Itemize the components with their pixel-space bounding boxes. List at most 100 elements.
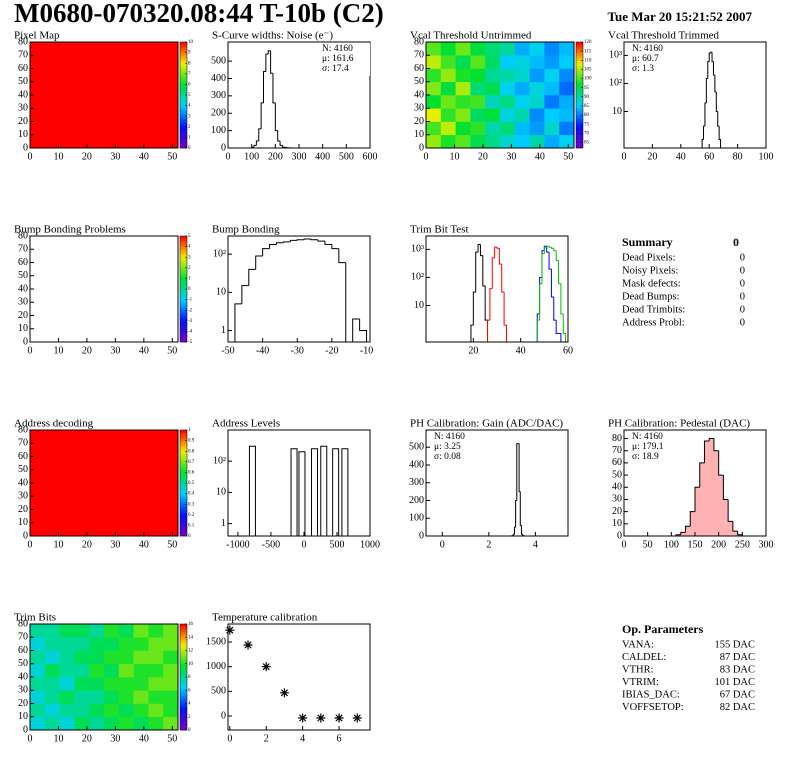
colorbar-label: 70	[584, 132, 590, 137]
heatmap-cell	[44, 677, 60, 691]
heatmap-cell	[500, 95, 516, 109]
x-tick-label: -20	[325, 345, 338, 356]
colorbar-step	[180, 113, 187, 117]
heatmap-cell	[544, 81, 560, 96]
colorbar-step	[180, 443, 187, 447]
colorbar-step	[180, 498, 187, 502]
heatmap-cell	[148, 650, 164, 665]
y-tick-label: 70	[414, 50, 424, 61]
x-tick-label: 0	[301, 539, 306, 550]
histogram-bin	[707, 61, 710, 79]
spike	[341, 448, 349, 536]
heatmap-cell	[529, 108, 545, 122]
heatmap-cell	[89, 703, 105, 718]
x-tick-label: 50	[167, 345, 177, 356]
y-tick-label: 10³	[411, 244, 424, 255]
heatmap-cell	[529, 134, 545, 149]
x-tick-label: -10	[360, 345, 373, 356]
panel-title: Address decoding	[14, 418, 94, 430]
colorbar-step	[180, 281, 187, 284]
heatmap-cell	[59, 663, 75, 678]
histogram-bin	[270, 50, 273, 74]
colorbar-step	[180, 257, 187, 261]
heatmap-cell	[44, 703, 60, 718]
heatmap-cell	[89, 690, 105, 704]
colorbar-label: 0.5	[188, 481, 195, 486]
colorbar-step	[180, 724, 187, 728]
heatmap-cell	[74, 663, 90, 678]
colorbar-step	[180, 445, 187, 449]
heatmap-cell	[148, 690, 164, 704]
y-tick-label: 10²	[411, 272, 424, 283]
y-tick-label: 100	[211, 125, 226, 136]
spike	[290, 448, 298, 536]
spike	[298, 451, 306, 536]
histogram-bin	[546, 246, 550, 253]
colorbar-step	[180, 461, 187, 465]
y-tick-label: 200	[409, 495, 424, 506]
colorbar-label: 0.6	[188, 471, 195, 476]
heatmap-cell	[118, 716, 134, 731]
heatmap-cell	[470, 81, 486, 96]
colorbar-step	[180, 291, 187, 295]
plot-frame	[227, 235, 371, 343]
colorbar-step	[180, 246, 187, 250]
colorbar-step	[180, 323, 187, 327]
heatmap-cell	[163, 690, 179, 704]
histogram-bin	[513, 526, 516, 535]
heatmap-cell	[455, 134, 471, 149]
heatmap-cell	[440, 81, 456, 96]
colorbar-step	[576, 68, 583, 72]
histogram-bin	[722, 475, 729, 500]
colorbar-step	[576, 49, 583, 53]
histogram-bin	[515, 499, 517, 528]
heatmap-cell	[470, 121, 486, 136]
heatmap-cell	[514, 55, 530, 69]
y-tick-label: 400	[211, 73, 226, 84]
spike	[311, 448, 319, 536]
y-tick-label: 10	[18, 323, 28, 334]
colorbar-label: 2	[188, 266, 191, 271]
x-tick-label: 20	[478, 151, 488, 162]
heatmap-cell	[74, 703, 90, 718]
y-tick-label: 10	[414, 129, 424, 140]
heatmap-cell	[30, 637, 46, 651]
x-tick-label: 40	[676, 151, 686, 162]
y-tick-label: 10	[216, 287, 226, 298]
histogram-bin	[274, 102, 278, 132]
histogram-bin	[516, 443, 518, 501]
colorbar-step	[180, 663, 187, 667]
histogram-bin	[704, 102, 707, 127]
y-tick-label: 80	[18, 36, 28, 47]
y-tick-label: 10	[18, 711, 28, 722]
stats-text: N: 4160	[322, 44, 353, 54]
histogram-bin	[543, 246, 547, 254]
y-tick-label: 0	[23, 530, 28, 541]
colorbar-label: 3	[188, 114, 191, 119]
heatmap-cell	[104, 624, 120, 638]
y-tick-label: 20	[414, 116, 424, 127]
heatmap-cell	[118, 650, 134, 665]
heatmap-cell	[133, 663, 149, 678]
colorbar-step	[180, 289, 187, 292]
y-tick-label: 30	[18, 491, 28, 502]
histogram-bin	[281, 145, 285, 148]
y-tick-label: 60	[18, 63, 28, 74]
colorbar-step	[180, 299, 187, 303]
heatmap-cell	[470, 68, 486, 83]
heatmap-cell	[440, 95, 456, 109]
colorbar-step	[180, 639, 187, 643]
heatmap-cell	[163, 663, 179, 678]
parameter-label: VTRIM:	[622, 677, 659, 688]
colorbar-step	[180, 89, 187, 93]
summary-value: 0	[740, 252, 745, 263]
colorbar-step	[180, 448, 187, 452]
y-tick-label: 10	[612, 106, 622, 117]
panel-title: Vcal Threshold Trimmed	[608, 30, 720, 42]
y-tick-label: 60	[414, 63, 424, 74]
y-tick-label: 10	[216, 487, 226, 498]
histogram-bin	[258, 128, 262, 142]
heatmap-cell	[133, 703, 149, 718]
heatmap-cell	[30, 716, 46, 731]
colorbar-step	[180, 687, 187, 691]
